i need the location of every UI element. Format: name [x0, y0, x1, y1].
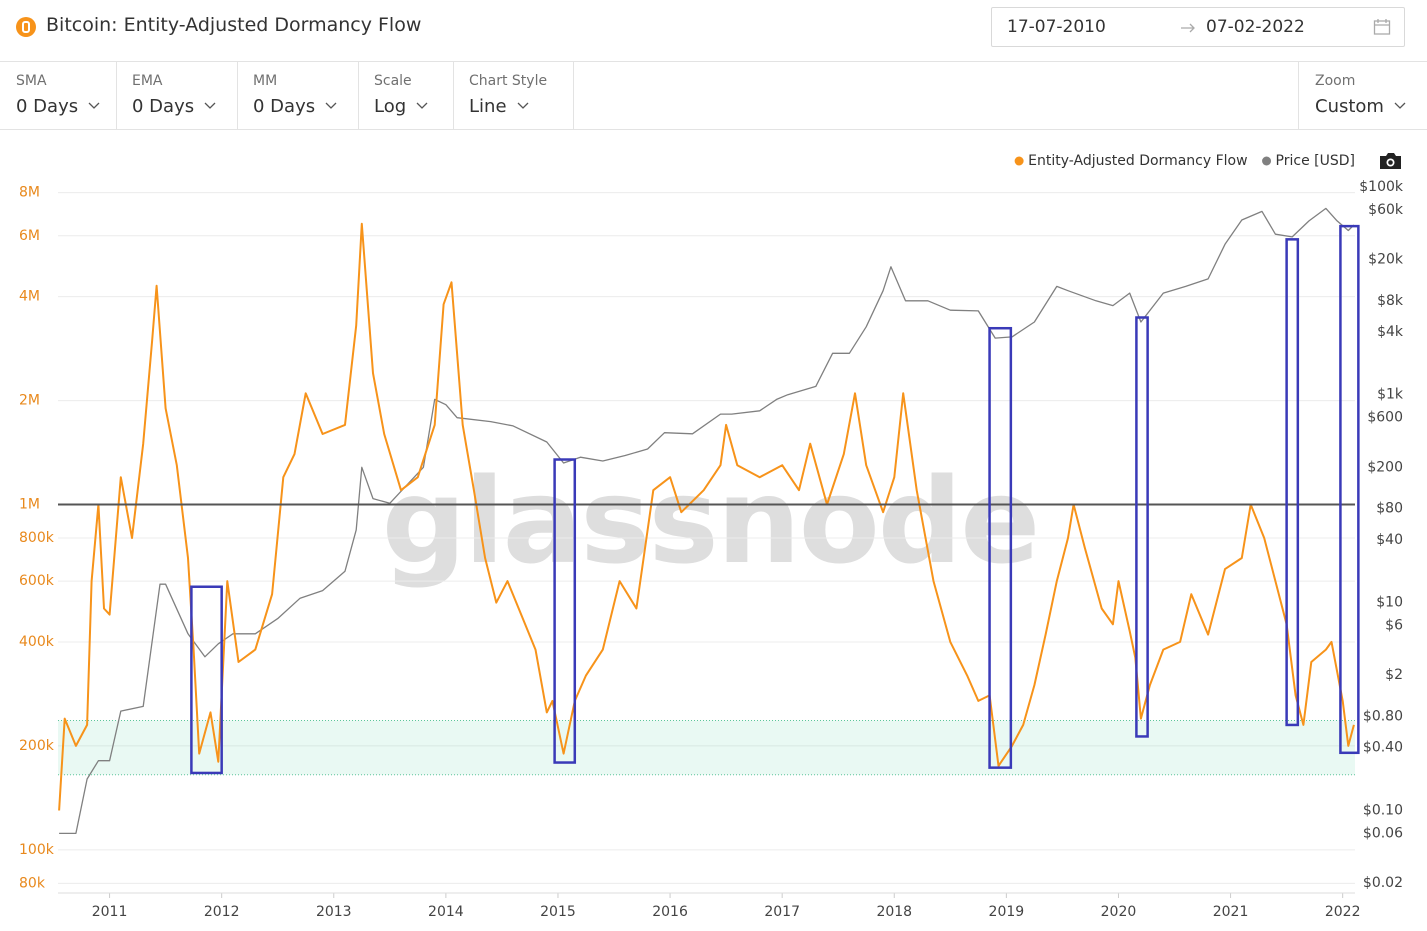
y2-tick-label: $4k [1377, 324, 1404, 340]
calendar-icon[interactable] [1373, 18, 1391, 36]
toolbar: SMA 0 Days EMA 0 Days MM 0 Days Scale Log Chart … [0, 62, 1427, 130]
dropdown[interactable]: Scale Log [358, 62, 454, 129]
control-value: Log [374, 96, 407, 117]
dropdown[interactable]: Zoom Custom [1298, 62, 1427, 129]
y2-tick-label: $2 [1385, 667, 1403, 683]
x-tick-label: 2022 [1325, 904, 1361, 920]
chevron [1394, 102, 1406, 109]
band [58, 720, 1355, 775]
legend-label: Entity-Adjusted Dormancy Flow [1028, 153, 1247, 169]
series-line [59, 207, 1355, 835]
legend-swatch [1262, 156, 1272, 166]
x-tick-label: 2011 [92, 904, 128, 920]
arrow-icon [1181, 23, 1195, 33]
x-tick-label: 2016 [652, 904, 688, 920]
camera-button[interactable] [1380, 153, 1401, 169]
y-tick-label: 200k [19, 738, 55, 754]
control-value: Line [469, 96, 507, 117]
x-tick-label: 2019 [989, 904, 1025, 920]
date-range[interactable]: 17-07-2010 07-02-2022 [991, 7, 1405, 47]
x-tick-label: 2014 [428, 904, 464, 920]
chevron [204, 102, 216, 109]
control-value: 0 Days [253, 96, 316, 117]
control-value: 0 Days [132, 96, 195, 117]
y2-tick-label: $600 [1367, 410, 1403, 426]
legend-swatch [1014, 156, 1024, 166]
y-tick-label: 600k [19, 573, 55, 589]
y2-tick-label: $10 [1376, 594, 1403, 610]
x-tick-label: 2012 [204, 904, 240, 920]
chevron [325, 102, 337, 109]
y-tick-label: 100k [19, 842, 55, 858]
legend-label: Price [USD] [1276, 153, 1355, 169]
control-label: SMA [16, 73, 47, 89]
date-to[interactable]: 07-02-2022 [1206, 17, 1305, 37]
x-tick-label: 2020 [1101, 904, 1137, 920]
chevron [517, 102, 529, 109]
highlight-box [1285, 238, 1300, 727]
y2-tick-label: $20k [1368, 251, 1404, 267]
control-label: EMA [132, 73, 163, 89]
dropdown[interactable]: MM 0 Days [237, 62, 359, 129]
chevron [416, 102, 428, 109]
x-tick-label: 2021 [1213, 904, 1249, 920]
y2-tick-label: $0.10 [1363, 802, 1403, 818]
control-label: MM [253, 73, 278, 89]
control-label: Chart Style [469, 73, 548, 89]
dropdown[interactable]: Chart Style Line [453, 62, 574, 129]
highlight-box [988, 326, 1013, 769]
y2-tick-label: $80 [1376, 501, 1403, 517]
y-tick-label: 8M [19, 185, 40, 201]
header: Bitcoin: Entity-Adjusted Dormancy Flow 1… [0, 0, 1427, 62]
y2-tick-label: $0.06 [1363, 825, 1403, 841]
y2-tick-label: $0.02 [1363, 875, 1403, 891]
x-tick-label: 2015 [540, 904, 576, 920]
control-value: 0 Days [16, 96, 79, 117]
bitcoin-icon [16, 17, 36, 37]
control-value: Custom [1315, 96, 1384, 117]
x-tick-label: 2017 [764, 904, 800, 920]
control-label: Zoom [1315, 73, 1356, 89]
y-tick-label: 400k [19, 634, 55, 650]
y2-tick-label: $40 [1376, 532, 1403, 548]
y-tick-label: 4M [19, 289, 40, 305]
control-label: Scale [374, 73, 412, 89]
y2-tick-label: $60k [1368, 202, 1404, 218]
title: Bitcoin: Entity-Adjusted Dormancy Flow [46, 14, 422, 36]
y-tick-label: 800k [19, 530, 55, 546]
y2-tick-label: $200 [1367, 459, 1403, 475]
y-tick-label: 6M [19, 228, 40, 244]
dropdown[interactable]: EMA 0 Days [116, 62, 238, 129]
y-tick-label: 80k [19, 875, 46, 891]
y2-tick-label: $8k [1377, 293, 1404, 309]
y2-tick-label: $0.40 [1363, 740, 1403, 756]
highlight-box [1339, 224, 1360, 755]
y2-tick-label: $1k [1377, 387, 1404, 403]
chevron [88, 102, 100, 109]
y2-tick-label: $0.80 [1363, 708, 1403, 724]
highlight-box [190, 585, 223, 775]
dropdown[interactable]: SMA 0 Days [0, 62, 117, 129]
x-tick-label: 2018 [876, 904, 912, 920]
x-tick-label: 2013 [316, 904, 352, 920]
y2-tick-label: $6 [1385, 618, 1403, 634]
y-tick-label: 2M [19, 393, 40, 409]
highlight-box [553, 458, 577, 764]
y-tick-label: 1M [19, 497, 40, 513]
y2-tick-label: $100k [1359, 179, 1404, 195]
highlight-box [1135, 316, 1149, 738]
date-from[interactable]: 17-07-2010 [1007, 17, 1106, 37]
watermark: glassnode [382, 452, 1039, 590]
